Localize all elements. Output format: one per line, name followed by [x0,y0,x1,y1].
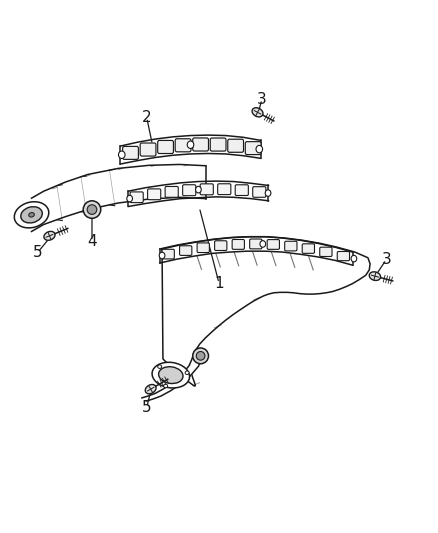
FancyBboxPatch shape [130,192,143,203]
FancyBboxPatch shape [193,138,208,151]
Ellipse shape [29,213,34,217]
FancyBboxPatch shape [228,139,244,152]
FancyBboxPatch shape [218,184,231,195]
Polygon shape [162,237,370,386]
Ellipse shape [158,365,162,368]
Ellipse shape [195,187,201,193]
Ellipse shape [187,141,194,149]
Ellipse shape [152,362,190,388]
FancyBboxPatch shape [302,244,314,253]
Text: 3: 3 [257,92,267,107]
Text: 5: 5 [33,245,42,260]
Polygon shape [160,237,353,265]
Ellipse shape [164,384,168,387]
FancyBboxPatch shape [285,241,297,251]
Polygon shape [120,135,261,164]
Ellipse shape [21,207,42,223]
Ellipse shape [159,252,165,259]
FancyBboxPatch shape [245,142,261,155]
FancyBboxPatch shape [123,147,138,159]
Text: 5: 5 [142,400,152,415]
FancyBboxPatch shape [183,185,196,196]
FancyBboxPatch shape [320,247,332,256]
Ellipse shape [159,367,183,384]
FancyBboxPatch shape [158,141,173,154]
Ellipse shape [256,146,263,153]
Ellipse shape [351,255,357,262]
FancyBboxPatch shape [165,187,178,197]
Ellipse shape [83,201,101,219]
Ellipse shape [44,231,55,240]
FancyBboxPatch shape [232,239,244,249]
Ellipse shape [252,108,263,117]
Ellipse shape [14,201,49,228]
FancyBboxPatch shape [267,240,279,249]
Ellipse shape [260,241,265,247]
FancyBboxPatch shape [210,138,226,151]
FancyBboxPatch shape [162,249,174,259]
FancyBboxPatch shape [175,139,191,152]
FancyBboxPatch shape [337,252,350,261]
Ellipse shape [193,348,208,364]
Text: 3: 3 [381,252,391,267]
Ellipse shape [265,190,271,196]
Ellipse shape [87,205,97,214]
Text: 4: 4 [87,233,97,248]
Ellipse shape [118,151,125,158]
FancyBboxPatch shape [180,246,192,255]
Ellipse shape [369,272,381,280]
Ellipse shape [185,371,189,375]
Polygon shape [142,357,202,401]
FancyBboxPatch shape [140,143,156,156]
FancyBboxPatch shape [200,184,213,195]
FancyBboxPatch shape [215,241,227,251]
Ellipse shape [127,195,132,202]
Polygon shape [128,181,268,206]
Ellipse shape [196,352,205,360]
FancyBboxPatch shape [197,243,209,253]
FancyBboxPatch shape [253,187,266,197]
Text: 2: 2 [142,110,152,125]
Text: 1: 1 [214,276,224,290]
FancyBboxPatch shape [235,185,248,196]
FancyBboxPatch shape [250,239,262,249]
Ellipse shape [145,384,156,394]
FancyBboxPatch shape [148,189,161,200]
